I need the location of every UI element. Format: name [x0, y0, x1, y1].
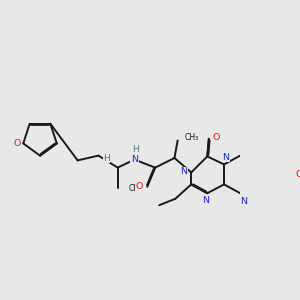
Text: O: O [13, 139, 21, 148]
Text: CH₃: CH₃ [185, 133, 199, 142]
Text: O: O [212, 134, 220, 142]
Text: N: N [181, 167, 188, 176]
Text: N: N [131, 155, 138, 164]
Text: N: N [202, 196, 209, 205]
Text: H: H [103, 154, 110, 163]
Text: O: O [296, 170, 300, 179]
Text: O: O [136, 182, 143, 191]
Text: H: H [132, 145, 139, 154]
Text: CH₃: CH₃ [129, 184, 143, 193]
Text: N: N [222, 153, 229, 162]
Text: N: N [240, 197, 247, 206]
